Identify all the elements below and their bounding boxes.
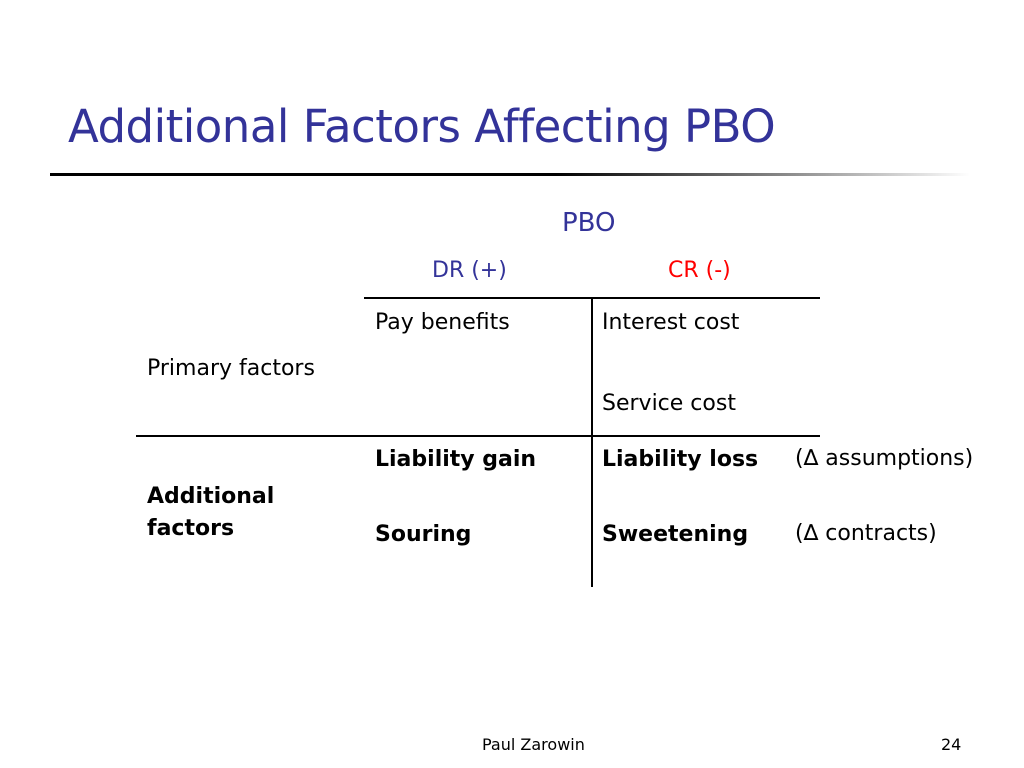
slide-title: Additional Factors Affecting PBO <box>68 100 776 153</box>
debit-souring: Souring <box>375 522 472 547</box>
table-header-pbo: PBO <box>562 208 616 238</box>
row-divider <box>136 435 820 437</box>
debit-pay-benefits: Pay benefits <box>375 310 510 335</box>
t-account-center-rule <box>591 297 593 587</box>
credit-interest-cost: Interest cost <box>602 310 740 335</box>
debit-liability-gain: Liability gain <box>375 447 537 472</box>
page-number: 24 <box>941 735 962 754</box>
credit-liability-loss: Liability loss <box>602 447 759 472</box>
note-contracts: (∆ contracts) <box>795 521 937 546</box>
credit-column-header: CR (-) <box>668 258 731 283</box>
title-underline <box>50 173 970 176</box>
credit-service-cost: Service cost <box>602 391 736 416</box>
row-label-additional-factors: Additional factors <box>147 484 275 541</box>
footer-author: Paul Zarowin <box>482 735 585 754</box>
credit-sweetening: Sweetening <box>602 522 749 547</box>
row-label-primary-factors: Primary factors <box>147 356 315 381</box>
note-assumptions: (∆ assumptions) <box>795 446 974 471</box>
debit-column-header: DR (+) <box>432 258 507 283</box>
